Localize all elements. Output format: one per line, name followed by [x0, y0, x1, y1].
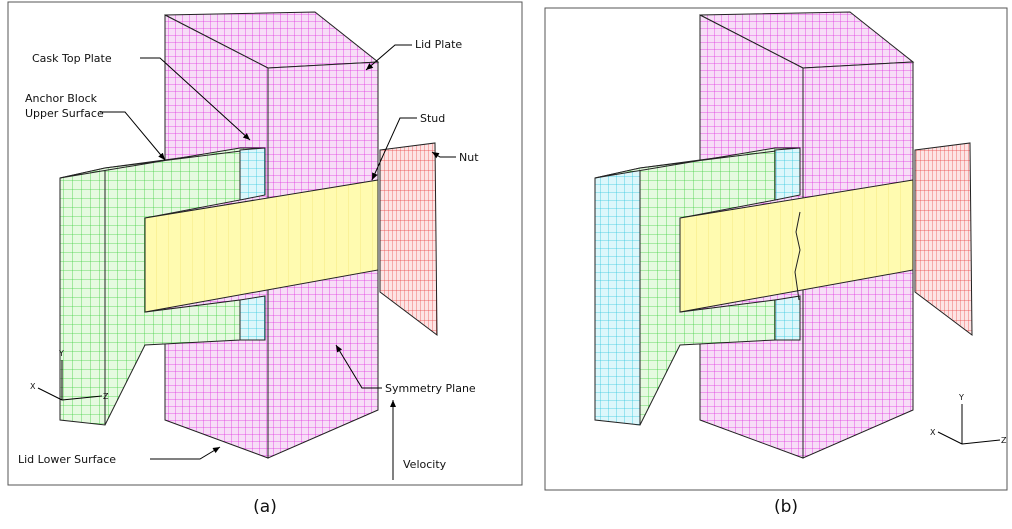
- label: Lid Lower Surface: [18, 453, 116, 466]
- label: Lid Plate: [415, 38, 462, 51]
- panel-a-model: [60, 12, 437, 458]
- label: Velocity: [403, 458, 447, 471]
- page: Lid Plate Cask Top Plate Anchor Block Up…: [0, 0, 1012, 525]
- axes: [938, 404, 1000, 444]
- leader: [150, 447, 220, 459]
- cask-top-plate: [775, 148, 800, 200]
- axis-label: Z: [1001, 436, 1007, 445]
- anchor-block-end: [60, 168, 105, 425]
- panel-b-model: [595, 12, 972, 458]
- axis-label: X: [30, 382, 36, 391]
- axis-label: Y: [958, 393, 964, 402]
- nut: [915, 143, 972, 335]
- cask-top-plate: [775, 296, 800, 340]
- caption: (a): [253, 497, 277, 517]
- cask-top-plate: [240, 148, 265, 200]
- label: Cask Top Plate: [32, 52, 112, 65]
- label: Upper Surface: [25, 107, 104, 120]
- cask-top-plate: [240, 296, 265, 340]
- leader: [100, 112, 165, 160]
- nut: [380, 143, 437, 335]
- caption: (b): [774, 497, 798, 517]
- axis-label: Y: [58, 349, 64, 358]
- anchor-block-end: [595, 168, 640, 425]
- label: Symmetry Plane: [385, 382, 476, 395]
- label: Stud: [420, 112, 445, 125]
- axis-label: Z: [103, 392, 109, 401]
- figure: Lid Plate Cask Top Plate Anchor Block Up…: [0, 0, 1012, 525]
- axis-label: X: [930, 428, 936, 437]
- label: Nut: [459, 151, 479, 164]
- label: Anchor Block: [25, 92, 98, 105]
